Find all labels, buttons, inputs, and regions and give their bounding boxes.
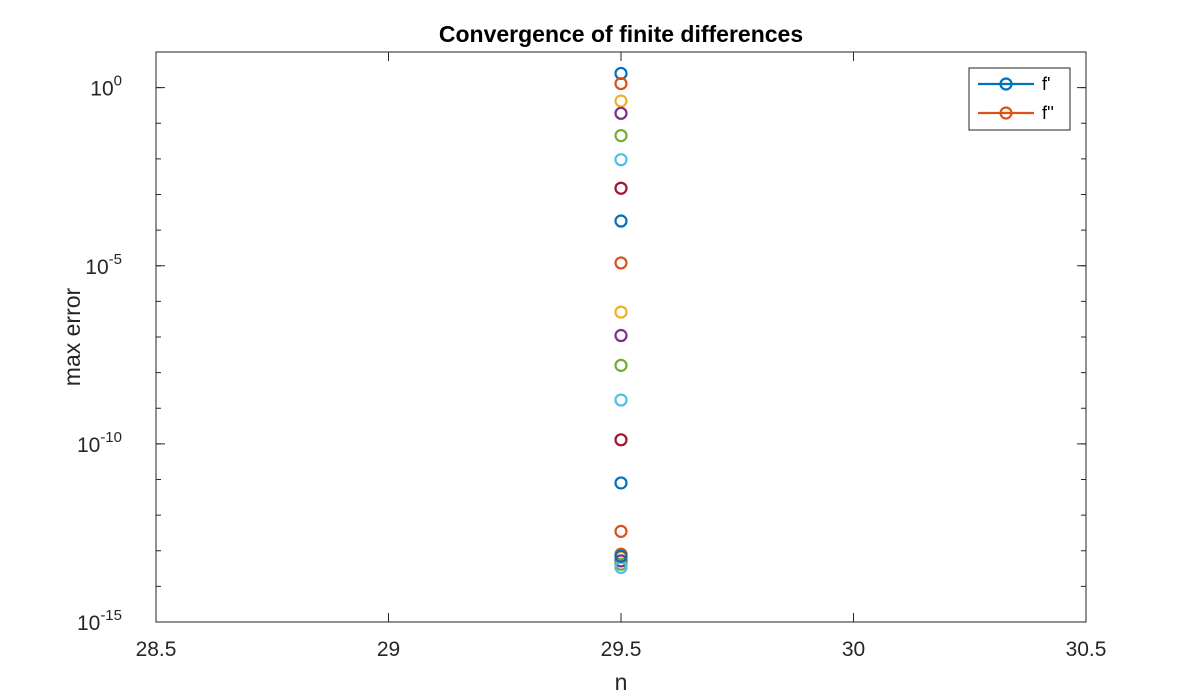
x-tick-label: 30.5 — [1066, 638, 1107, 661]
y-tick-exponent: -10 — [100, 429, 122, 446]
data-point — [614, 106, 628, 120]
y-tick-base: 10 — [77, 434, 100, 457]
data-points — [614, 66, 628, 575]
legend-label: f' — [1042, 74, 1050, 94]
data-point — [614, 433, 628, 447]
legend-marker — [999, 77, 1013, 91]
y-tick-base: 10 — [90, 78, 113, 101]
chart-title: Convergence of finite differences — [439, 21, 803, 47]
data-point — [614, 549, 628, 563]
legend-entries: f' f'' — [978, 74, 1054, 123]
data-point — [614, 256, 628, 270]
data-point — [614, 153, 628, 167]
data-point — [614, 476, 628, 490]
data-point — [614, 181, 628, 195]
y-tick-label: 10-5 — [85, 251, 122, 279]
legend-label: f'' — [1042, 103, 1054, 123]
data-point — [614, 129, 628, 143]
x-tick-label: 29.5 — [601, 638, 642, 661]
x-tick-label: 30 — [842, 638, 865, 661]
y-tick-label: 10-10 — [77, 429, 122, 457]
data-point — [614, 214, 628, 228]
data-point — [614, 94, 628, 108]
y-tick-exponent: -5 — [109, 251, 122, 268]
y-tick-label: 10-15 — [77, 607, 122, 635]
data-point — [614, 305, 628, 319]
legend-marker — [999, 106, 1013, 120]
x-tick-label: 29 — [377, 638, 400, 661]
x-axis-ticks: 28.5 29 29.5 30 30.5 — [136, 52, 1107, 661]
y-tick-exponent: -15 — [100, 607, 122, 624]
data-point — [614, 524, 628, 538]
y-tick-exponent: 0 — [114, 73, 122, 90]
y-tick-base: 10 — [85, 256, 108, 279]
y-tick-label: 100 — [90, 73, 122, 101]
x-axis-label: n — [615, 669, 628, 695]
data-point — [614, 358, 628, 372]
x-tick-label: 28.5 — [136, 638, 177, 661]
data-point — [614, 393, 628, 407]
legend: f' f'' — [968, 67, 1071, 131]
y-tick-base: 10 — [77, 612, 100, 635]
y-axis-label: max error — [59, 287, 85, 386]
data-point — [614, 76, 628, 91]
legend-box — [968, 67, 1071, 131]
plot-area — [155, 51, 1087, 623]
data-point — [614, 328, 628, 343]
